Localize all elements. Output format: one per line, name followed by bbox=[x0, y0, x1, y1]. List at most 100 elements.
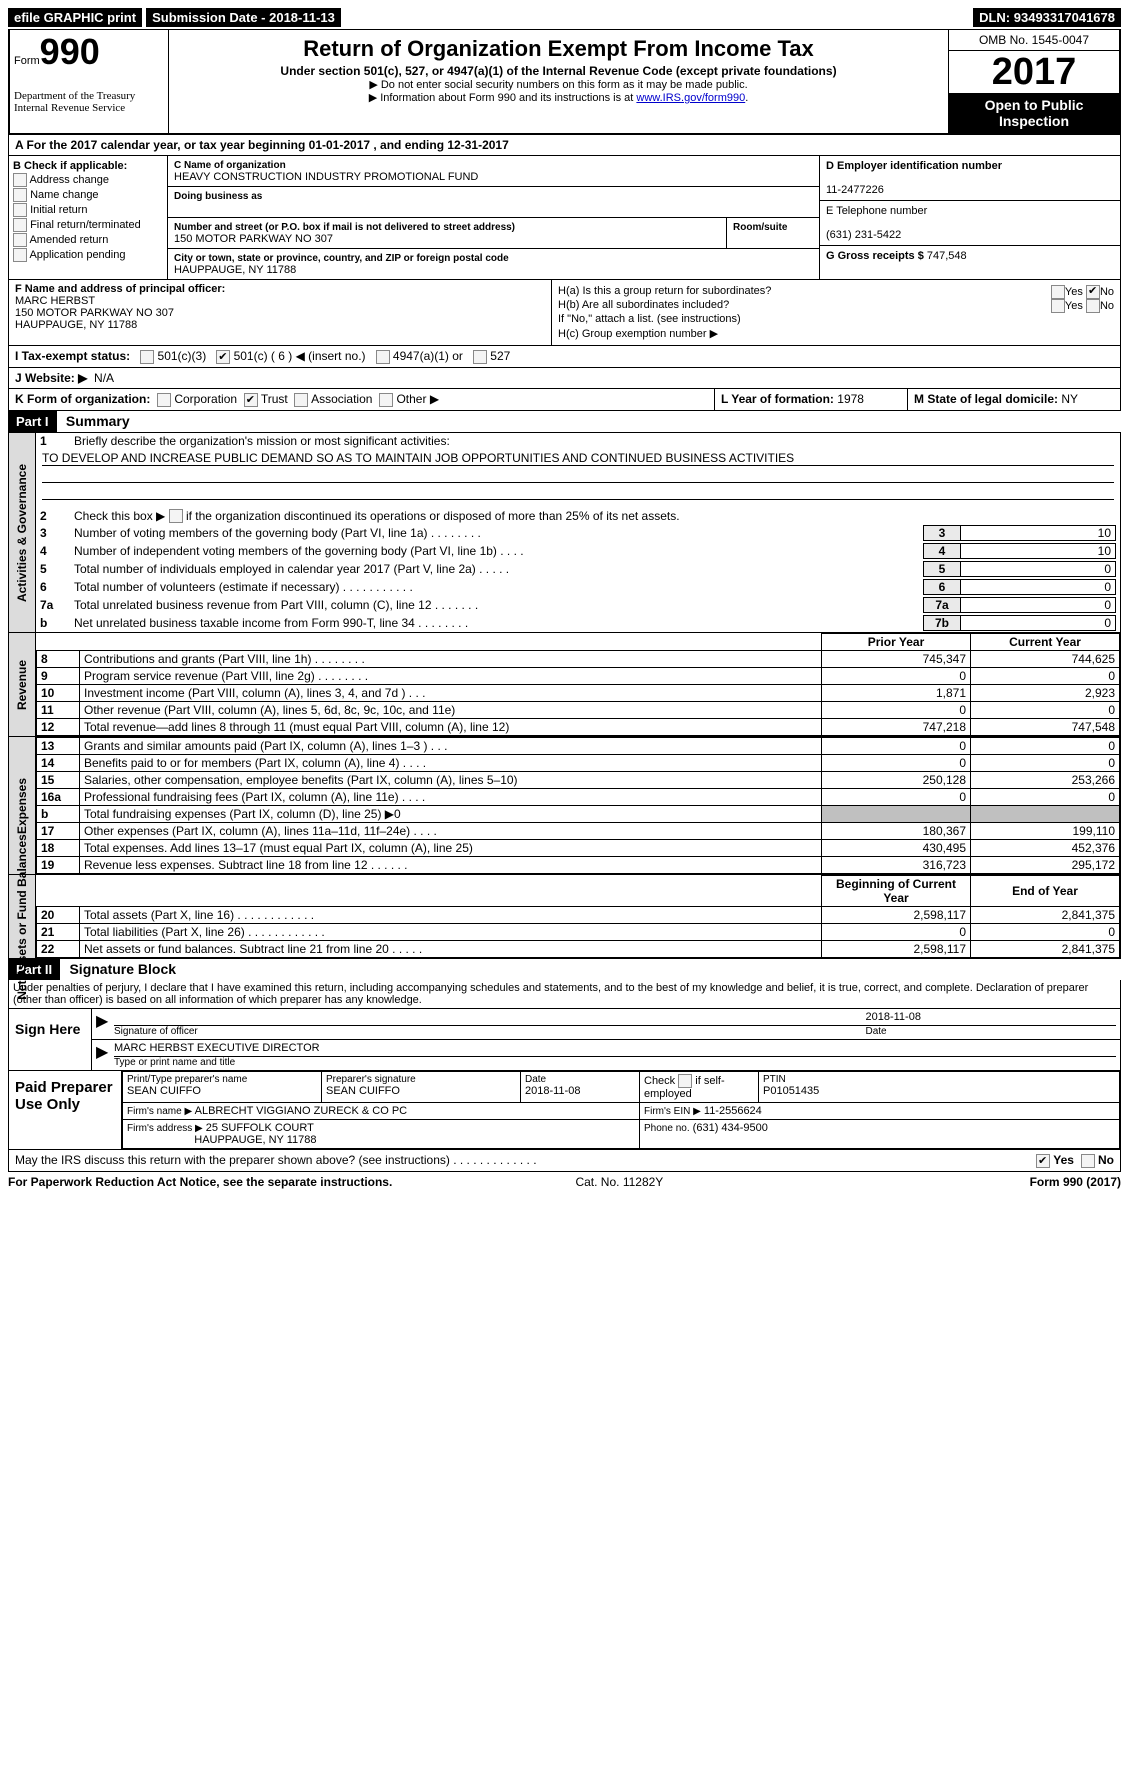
officer-right: H(a) Is this a group return for subordin… bbox=[552, 280, 1120, 345]
firm-ein: 11-2556624 bbox=[704, 1105, 762, 1117]
line2-label: Check this box ▶ if the organization dis… bbox=[74, 509, 1116, 524]
preparer-block: Paid Preparer Use Only Print/Type prepar… bbox=[8, 1071, 1121, 1150]
preparer-label: Paid Preparer Use Only bbox=[9, 1071, 122, 1149]
cb-4947[interactable] bbox=[376, 350, 390, 364]
table-row: 12Total revenue—add lines 8 through 11 (… bbox=[37, 719, 1120, 736]
submission-date: 2018-11-13 bbox=[269, 10, 335, 25]
preparer-sig: SEAN CUIFFO bbox=[326, 1085, 400, 1097]
perjury-text: Under penalties of perjury, I declare th… bbox=[8, 980, 1121, 1009]
table-row: 17Other expenses (Part IX, column (A), l… bbox=[37, 823, 1120, 840]
cb-self-employed[interactable] bbox=[678, 1074, 692, 1088]
gross-value: 747,548 bbox=[927, 250, 967, 262]
table-row: 18Total expenses. Add lines 13–17 (must … bbox=[37, 840, 1120, 857]
governance-block: Activities & Governance 1Briefly describ… bbox=[8, 432, 1121, 634]
cb-other[interactable] bbox=[379, 393, 393, 407]
website-row: J Website: ▶ N/A bbox=[8, 368, 1121, 389]
col-c: C Name of organization HEAVY CONSTRUCTIO… bbox=[168, 156, 820, 279]
efile-badge: efile GRAPHIC print bbox=[8, 8, 142, 27]
officer-left: F Name and address of principal officer:… bbox=[9, 280, 552, 345]
ein-label: D Employer identification number bbox=[826, 160, 1002, 172]
revenue-table: Prior YearCurrent Year 8Contributions an… bbox=[36, 633, 1120, 736]
expenses-table: 13Grants and similar amounts paid (Part … bbox=[36, 737, 1120, 874]
gov-line: 7aTotal unrelated business revenue from … bbox=[36, 596, 1120, 614]
dln-box: DLN: 93493317041678 bbox=[973, 8, 1121, 27]
irs-link[interactable]: www.IRS.gov/form990 bbox=[636, 92, 745, 104]
cb-discontinued[interactable] bbox=[169, 509, 183, 523]
officer-label: F Name and address of principal officer: bbox=[15, 283, 225, 295]
checkbox-amended[interactable] bbox=[13, 233, 27, 247]
col-b: B Check if applicable: Address change Na… bbox=[9, 156, 168, 279]
part1-bar: Part I Summary bbox=[8, 411, 1121, 432]
cb-trust[interactable] bbox=[244, 393, 258, 407]
state-domicile: NY bbox=[1061, 392, 1078, 406]
cb-501c[interactable] bbox=[216, 350, 230, 364]
header-right: OMB No. 1545-0047 2017 Open to Public In… bbox=[948, 30, 1119, 133]
cb-corp[interactable] bbox=[157, 393, 171, 407]
part1-title: Summary bbox=[60, 411, 136, 431]
checkbox-final-return[interactable] bbox=[13, 218, 27, 232]
hb-yes[interactable] bbox=[1051, 299, 1065, 313]
firm-phone: (631) 434-9500 bbox=[693, 1122, 768, 1134]
ha-no[interactable] bbox=[1086, 285, 1100, 299]
form-note2: ▶ Information about Form 990 and its ins… bbox=[173, 91, 944, 104]
form-prefix: Form bbox=[14, 55, 40, 67]
firm-name: ALBRECHT VIGGIANO ZURECK & CO PC bbox=[195, 1105, 408, 1117]
form-subtitle: Under section 501(c), 527, or 4947(a)(1)… bbox=[173, 64, 944, 78]
checkbox-address-change[interactable] bbox=[13, 173, 27, 187]
officer-addr2: HAUPPAUGE, NY 11788 bbox=[15, 319, 137, 331]
status-label: I Tax-exempt status: bbox=[15, 349, 130, 363]
gov-line: 5Total number of individuals employed in… bbox=[36, 560, 1120, 578]
ha-label: H(a) Is this a group return for subordin… bbox=[558, 285, 771, 297]
cb-assoc[interactable] bbox=[294, 393, 308, 407]
table-row: 21Total liabilities (Part X, line 26) . … bbox=[37, 924, 1120, 941]
officer-row: F Name and address of principal officer:… bbox=[8, 280, 1121, 346]
footer-left: For Paperwork Reduction Act Notice, see … bbox=[8, 1175, 392, 1189]
cb-501c3[interactable] bbox=[140, 350, 154, 364]
netassets-block: Net Assets or Fund Balances Beginning of… bbox=[8, 875, 1121, 959]
cb-527[interactable] bbox=[473, 350, 487, 364]
checkbox-application-pending[interactable] bbox=[13, 248, 27, 262]
hb-label: H(b) Are all subordinates included? bbox=[558, 299, 729, 311]
org-name-label: C Name of organization bbox=[174, 160, 286, 171]
dept-line2: Internal Revenue Service bbox=[14, 102, 164, 114]
ha-yes[interactable] bbox=[1051, 285, 1065, 299]
discuss-text: May the IRS discuss this return with the… bbox=[15, 1153, 537, 1168]
table-row: 13Grants and similar amounts paid (Part … bbox=[37, 738, 1120, 755]
discuss-no[interactable] bbox=[1081, 1154, 1095, 1168]
ptin: P01051435 bbox=[763, 1085, 819, 1097]
gross-label: G Gross receipts $ bbox=[826, 250, 924, 262]
netassets-table: Beginning of Current YearEnd of Year 20T… bbox=[36, 875, 1120, 958]
checkbox-initial-return[interactable] bbox=[13, 203, 27, 217]
firm-addr1: 25 SUFFOLK COURT bbox=[206, 1122, 314, 1134]
dln-value: 93493317041678 bbox=[1014, 10, 1115, 25]
sign-date: 2018-11-08 bbox=[866, 1011, 1117, 1026]
hb-no[interactable] bbox=[1086, 299, 1100, 313]
discuss-yes[interactable] bbox=[1036, 1154, 1050, 1168]
inspection-badge: Open to Public Inspection bbox=[949, 93, 1119, 133]
omb-number: OMB No. 1545-0047 bbox=[949, 30, 1119, 51]
table-row: 22Net assets or fund balances. Subtract … bbox=[37, 941, 1120, 958]
gov-line: 6Total number of volunteers (estimate if… bbox=[36, 578, 1120, 596]
footer-center: Cat. No. 11282Y bbox=[575, 1175, 663, 1189]
checkbox-name-change[interactable] bbox=[13, 188, 27, 202]
room-label: Room/suite bbox=[733, 222, 787, 233]
hb-note: If "No," attach a list. (see instruction… bbox=[558, 313, 1114, 325]
part1-header: Part I bbox=[8, 411, 57, 432]
preparer-table: Print/Type preparer's nameSEAN CUIFFO Pr… bbox=[122, 1071, 1120, 1149]
header-center: Return of Organization Exempt From Incom… bbox=[169, 30, 948, 133]
table-row: 15Salaries, other compensation, employee… bbox=[37, 772, 1120, 789]
tel-value: (631) 231-5422 bbox=[826, 229, 901, 241]
dba-label: Doing business as bbox=[174, 191, 262, 202]
expenses-block: Expenses 13Grants and similar amounts pa… bbox=[8, 737, 1121, 875]
sign-here-label: Sign Here bbox=[9, 1009, 92, 1070]
table-row: 16aProfessional fundraising fees (Part I… bbox=[37, 789, 1120, 806]
footer-right: Form 990 (2017) bbox=[1030, 1175, 1121, 1189]
table-row: 11Other revenue (Part VIII, column (A), … bbox=[37, 702, 1120, 719]
officer-name: MARC HERBST bbox=[15, 295, 95, 307]
sign-block: Sign Here ▶ Signature of officer 2018-11… bbox=[8, 1009, 1121, 1071]
tax-status-row: I Tax-exempt status: 501(c)(3) 501(c) ( … bbox=[8, 346, 1121, 368]
form-note1: ▶ Do not enter social security numbers o… bbox=[173, 78, 944, 91]
footer: For Paperwork Reduction Act Notice, see … bbox=[8, 1172, 1121, 1192]
table-row: 14Benefits paid to or for members (Part … bbox=[37, 755, 1120, 772]
officer-signature-line[interactable] bbox=[114, 1011, 866, 1026]
